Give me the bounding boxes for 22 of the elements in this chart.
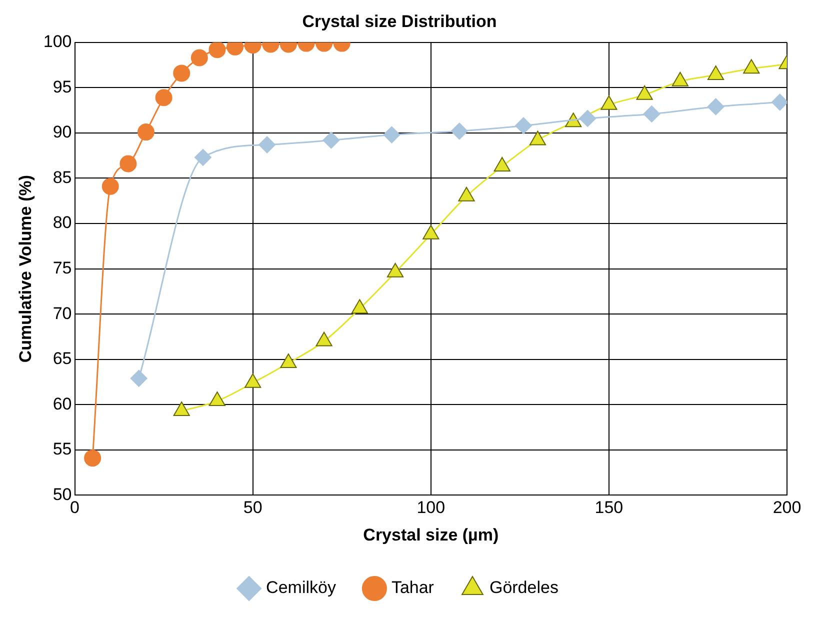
y-tick-label: 65 bbox=[52, 349, 72, 368]
x-tick-label: 150 bbox=[594, 498, 624, 518]
y-tick-label: 85 bbox=[52, 168, 72, 187]
x-axis-title: Crystal size (µm) bbox=[363, 525, 499, 544]
legend-label: Gördeles bbox=[489, 578, 558, 598]
y-axis-title: Cumulative Volume (%) bbox=[16, 174, 35, 363]
chart-title: Crystal size Distribution bbox=[302, 12, 497, 31]
y-tick-label: 100 bbox=[43, 32, 72, 52]
legend-label: Cemilköy bbox=[266, 578, 336, 598]
y-tick-label: 90 bbox=[52, 122, 72, 142]
x-tick-label: 50 bbox=[243, 498, 262, 518]
y-tick-label: 50 bbox=[52, 484, 72, 504]
x-tick-label: 100 bbox=[416, 498, 446, 518]
y-tick-label: 80 bbox=[52, 213, 72, 232]
y-tick-label: 60 bbox=[52, 394, 72, 414]
y-tick-label: 55 bbox=[52, 440, 72, 459]
legend-label: Tahar bbox=[391, 578, 434, 598]
y-tick-label: 95 bbox=[52, 77, 72, 96]
x-tick-label: 0 bbox=[70, 498, 80, 518]
y-tick-label: 70 bbox=[52, 304, 72, 323]
y-tick-label: 75 bbox=[52, 258, 72, 278]
x-tick-label: 200 bbox=[772, 498, 802, 518]
